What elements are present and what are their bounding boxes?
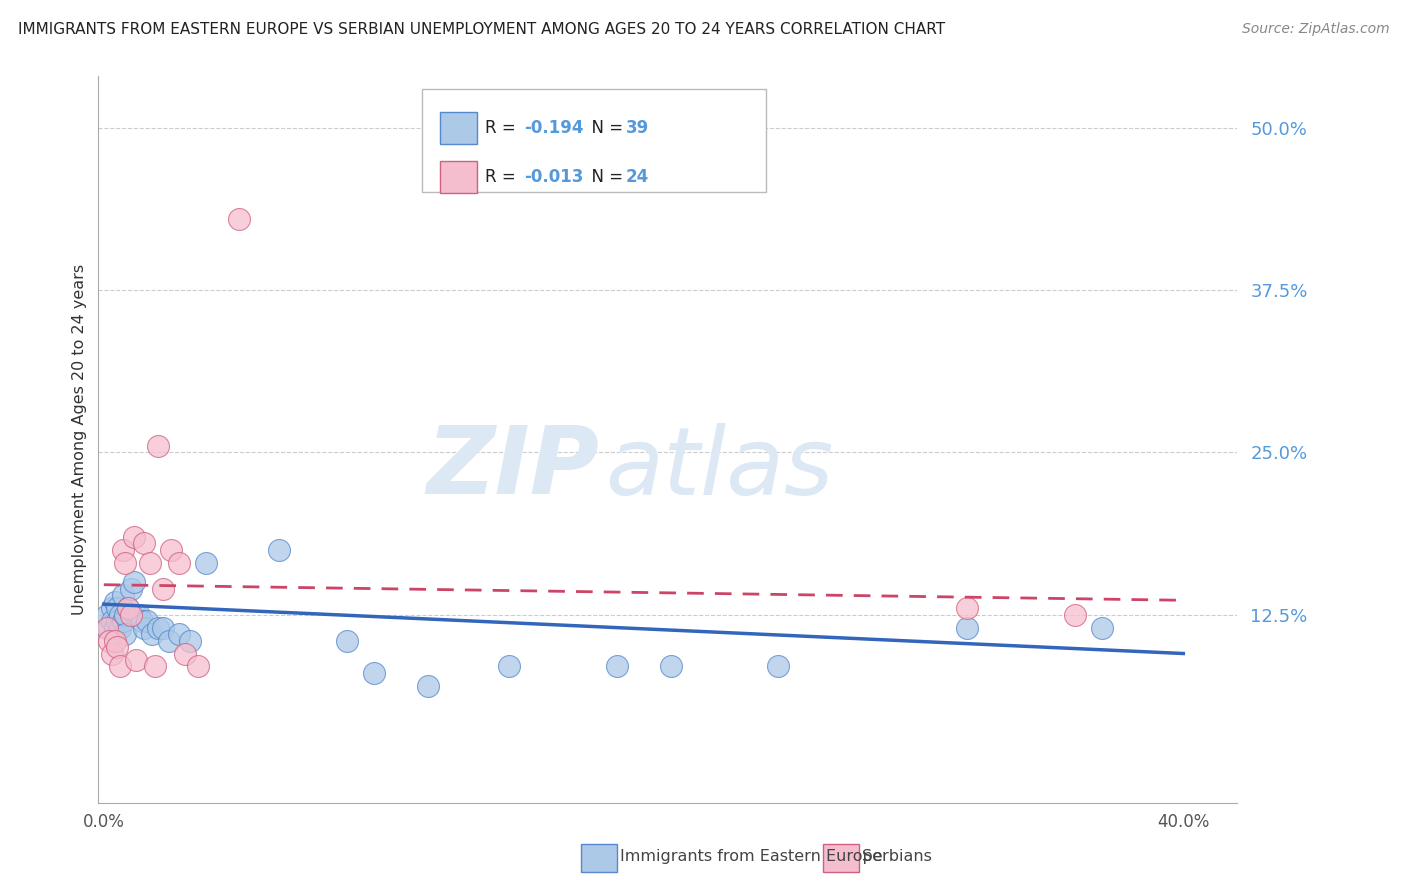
Point	[105, 614, 128, 628]
Point	[96, 621, 118, 635]
Point	[956, 601, 979, 615]
Point	[134, 536, 156, 550]
Point	[111, 588, 134, 602]
Point	[125, 607, 148, 622]
Point	[768, 659, 790, 673]
Point	[169, 556, 191, 570]
Point	[117, 601, 139, 615]
Point	[98, 621, 121, 635]
Point	[228, 211, 250, 226]
Point	[143, 659, 166, 673]
Point	[120, 607, 142, 622]
Text: -0.194: -0.194	[524, 119, 583, 136]
Point	[104, 594, 127, 608]
Point	[104, 633, 127, 648]
Point	[122, 575, 145, 590]
Text: Immigrants from Eastern Europe: Immigrants from Eastern Europe	[620, 849, 883, 863]
Point	[363, 665, 385, 680]
Point	[146, 621, 169, 635]
Point	[125, 653, 148, 667]
Text: Serbians: Serbians	[862, 849, 932, 863]
Point	[1091, 621, 1114, 635]
Point	[111, 614, 134, 628]
Point	[114, 627, 136, 641]
Point	[169, 627, 191, 641]
Point	[104, 621, 127, 635]
Text: N =: N =	[581, 119, 628, 136]
Point	[336, 633, 359, 648]
Point	[146, 439, 169, 453]
Point	[606, 659, 628, 673]
Point	[117, 601, 139, 615]
Point	[101, 647, 124, 661]
Text: R =: R =	[485, 119, 522, 136]
Point	[122, 530, 145, 544]
Point	[96, 607, 118, 622]
Point	[659, 659, 682, 673]
Point	[108, 659, 131, 673]
Point	[108, 607, 131, 622]
Point	[152, 582, 174, 596]
Point	[98, 633, 121, 648]
Point	[101, 601, 124, 615]
Text: atlas: atlas	[605, 423, 834, 514]
Text: ZIP: ZIP	[426, 423, 599, 515]
Text: R =: R =	[485, 168, 522, 186]
Point	[269, 542, 291, 557]
Point	[131, 614, 153, 628]
Point	[138, 556, 160, 570]
Point	[195, 556, 218, 570]
Point	[498, 659, 520, 673]
Point	[120, 582, 142, 596]
Point	[114, 556, 136, 570]
Point	[134, 621, 156, 635]
Point	[111, 542, 134, 557]
Point	[157, 633, 180, 648]
Point	[956, 621, 979, 635]
Point	[416, 679, 439, 693]
Point	[108, 621, 131, 635]
Point	[105, 601, 128, 615]
Point	[152, 621, 174, 635]
Point	[141, 627, 163, 641]
Text: 39: 39	[626, 119, 650, 136]
Text: -0.013: -0.013	[524, 168, 583, 186]
Text: 24: 24	[626, 168, 650, 186]
Point	[114, 607, 136, 622]
Point	[136, 614, 159, 628]
Point	[187, 659, 209, 673]
Text: Source: ZipAtlas.com: Source: ZipAtlas.com	[1241, 22, 1389, 37]
Point	[173, 647, 195, 661]
Point	[105, 640, 128, 654]
Point	[128, 607, 150, 622]
Point	[179, 633, 201, 648]
Point	[1064, 607, 1087, 622]
Text: N =: N =	[581, 168, 628, 186]
Y-axis label: Unemployment Among Ages 20 to 24 years: Unemployment Among Ages 20 to 24 years	[72, 264, 87, 615]
Point	[101, 614, 124, 628]
Text: IMMIGRANTS FROM EASTERN EUROPE VS SERBIAN UNEMPLOYMENT AMONG AGES 20 TO 24 YEARS: IMMIGRANTS FROM EASTERN EUROPE VS SERBIA…	[18, 22, 945, 37]
Point	[160, 542, 183, 557]
